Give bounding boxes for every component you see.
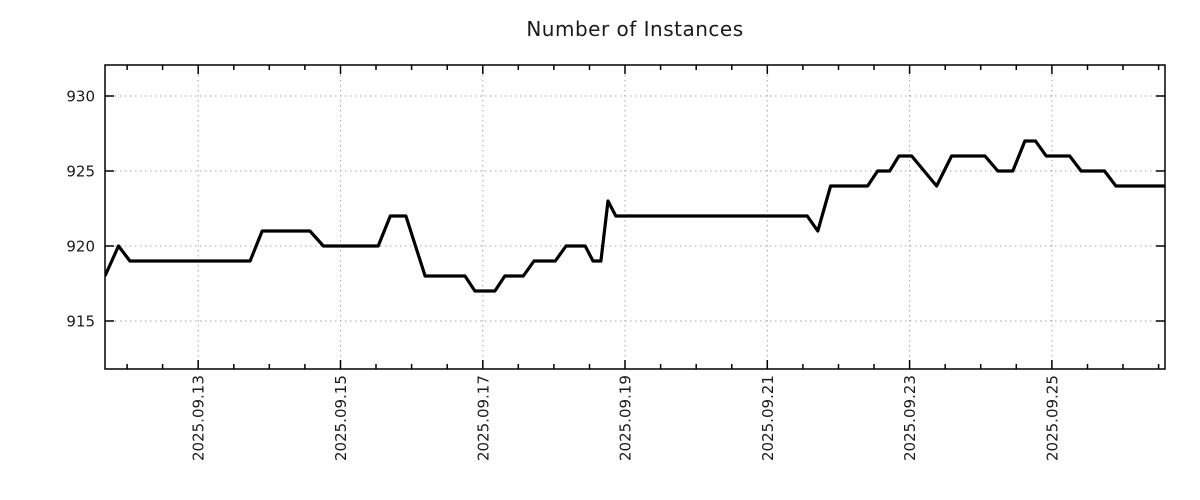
x-tick-label-group: 2025.09.17 <box>474 375 492 461</box>
y-tick-label: 920 <box>66 238 95 256</box>
x-tick-label: 2025.09.25 <box>1043 375 1061 461</box>
y-tick-label: 930 <box>66 88 95 106</box>
x-tick-label-group: 2025.09.19 <box>617 375 635 461</box>
x-tick-label: 2025.09.15 <box>332 375 350 461</box>
x-tick-label-group: 2025.09.21 <box>759 375 777 461</box>
y-tick-label: 925 <box>66 163 95 181</box>
x-tick-label: 2025.09.19 <box>617 375 635 461</box>
y-tick-label: 915 <box>66 313 95 331</box>
x-tick-label: 2025.09.17 <box>474 375 492 461</box>
x-tick-label: 2025.09.21 <box>759 375 777 461</box>
x-tick-label-group: 2025.09.23 <box>901 375 919 461</box>
chart-title: Number of Instances <box>526 17 744 41</box>
x-tick-label-group: 2025.09.15 <box>332 375 350 461</box>
x-tick-label: 2025.09.23 <box>901 375 919 461</box>
x-tick-label-group: 2025.09.13 <box>190 375 208 461</box>
x-tick-label-group: 2025.09.25 <box>1043 375 1061 461</box>
series-line <box>105 139 1165 293</box>
plot-border <box>104 64 1166 370</box>
x-tick-label: 2025.09.13 <box>190 375 208 461</box>
